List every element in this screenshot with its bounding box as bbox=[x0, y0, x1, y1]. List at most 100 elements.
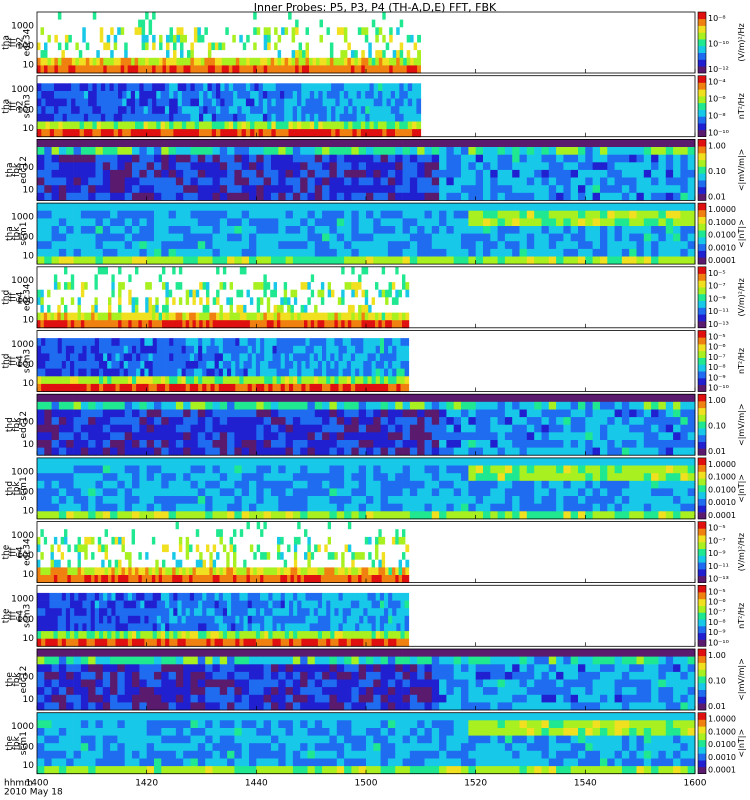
heatmap-cell bbox=[189, 274, 193, 283]
heatmap-cell bbox=[314, 256, 323, 265]
heatmap-cell bbox=[322, 154, 330, 163]
heatmap-cell bbox=[156, 345, 162, 354]
heatmap-cell bbox=[280, 274, 285, 283]
heatmap-cell bbox=[347, 320, 352, 329]
heatmap-cell bbox=[301, 368, 306, 377]
heatmap-cell bbox=[263, 65, 268, 74]
heatmap-cell bbox=[166, 27, 170, 36]
heatmap-cell bbox=[326, 129, 332, 138]
heatmap-cell bbox=[475, 203, 484, 212]
heatmap-cell bbox=[636, 256, 645, 265]
heatmap-cell bbox=[320, 304, 325, 313]
heatmap-cell bbox=[78, 345, 83, 354]
heatmap-cell bbox=[228, 19, 233, 28]
heatmap-cell bbox=[375, 312, 379, 321]
heatmap-cell bbox=[548, 233, 557, 242]
heatmap-cell bbox=[228, 27, 233, 36]
heatmap-cell bbox=[375, 57, 380, 66]
heatmap-cell bbox=[57, 266, 62, 275]
heatmap-cell bbox=[61, 42, 66, 51]
heatmap-cell bbox=[205, 256, 213, 265]
heatmap-cell bbox=[37, 91, 42, 99]
heatmap-cell bbox=[461, 147, 469, 155]
heatmap-cell bbox=[309, 106, 315, 115]
heatmap-cell bbox=[177, 376, 182, 385]
heatmap-cell bbox=[156, 91, 161, 99]
heatmap-cell bbox=[207, 42, 212, 51]
heatmap-cell bbox=[281, 27, 285, 36]
colorbar-swatch bbox=[698, 257, 706, 265]
heatmap-cell bbox=[134, 27, 139, 36]
heatmap-cell bbox=[124, 162, 133, 171]
heatmap-cell bbox=[37, 192, 45, 201]
heatmap-cell bbox=[278, 162, 286, 171]
heatmap-cell bbox=[300, 226, 308, 234]
heatmap-cell bbox=[145, 57, 149, 66]
heatmap-cell bbox=[368, 274, 372, 283]
heatmap-cell bbox=[395, 233, 403, 242]
heatmap-cell bbox=[378, 282, 383, 291]
heatmap-cell bbox=[380, 192, 389, 201]
heatmap-cell bbox=[382, 83, 387, 92]
heatmap-cell bbox=[75, 91, 81, 99]
heatmap-cell bbox=[148, 19, 153, 28]
heatmap-cell bbox=[233, 289, 237, 298]
panel-label-line: tha bbox=[5, 226, 15, 241]
heatmap-cell bbox=[73, 248, 82, 257]
heatmap-cell bbox=[54, 121, 59, 130]
heatmap-cell bbox=[41, 75, 46, 84]
heatmap-cell bbox=[651, 162, 659, 171]
heatmap-cell bbox=[90, 361, 96, 369]
heatmap-cell bbox=[73, 440, 82, 448]
heatmap-cell bbox=[57, 368, 63, 377]
heatmap-cell bbox=[607, 177, 615, 186]
heatmap-cell bbox=[74, 383, 79, 392]
heatmap-cell bbox=[636, 218, 645, 227]
heatmap-cell bbox=[336, 233, 345, 242]
heatmap-cell bbox=[220, 121, 225, 130]
heatmap-cell bbox=[97, 274, 102, 283]
heatmap-cell bbox=[218, 368, 224, 377]
heatmap-cell bbox=[368, 42, 373, 51]
heatmap-cell bbox=[348, 106, 353, 115]
heatmap-cell bbox=[124, 447, 133, 456]
heatmap-cell bbox=[146, 185, 155, 194]
heatmap-cell bbox=[323, 34, 327, 43]
heatmap-cell bbox=[375, 304, 379, 313]
heatmap-cell bbox=[270, 65, 275, 74]
heatmap-cell bbox=[292, 121, 298, 130]
heatmap-cell bbox=[468, 256, 477, 265]
heatmap-cell bbox=[180, 34, 184, 43]
heatmap-cell bbox=[165, 338, 170, 347]
heatmap-cell bbox=[219, 282, 224, 291]
heatmap-cell bbox=[47, 65, 52, 74]
heatmap-cell bbox=[314, 266, 318, 275]
heatmap-cell bbox=[139, 424, 148, 433]
heatmap-cell bbox=[37, 50, 41, 59]
heatmap-cell bbox=[50, 274, 55, 283]
heatmap-cell bbox=[86, 376, 92, 385]
heatmap-cell bbox=[322, 83, 328, 92]
heatmap-cell bbox=[475, 139, 484, 148]
heatmap-cell bbox=[271, 177, 279, 186]
heatmap-cell bbox=[274, 65, 278, 74]
heatmap-cell bbox=[97, 282, 102, 291]
heatmap-cell bbox=[183, 203, 191, 212]
heatmap-cell bbox=[378, 34, 383, 43]
heatmap-cell bbox=[235, 19, 240, 28]
heatmap-cell bbox=[548, 241, 557, 250]
heatmap-cell bbox=[329, 248, 338, 257]
heatmap-cell bbox=[382, 98, 387, 107]
heatmap-cell bbox=[53, 289, 58, 298]
heatmap-cell bbox=[227, 226, 235, 234]
heatmap-cell bbox=[314, 147, 323, 155]
heatmap-cell bbox=[468, 203, 477, 212]
colorbar-tick-label: 0.0100 bbox=[708, 231, 736, 240]
heatmap-cell bbox=[358, 320, 362, 329]
heatmap-cell bbox=[395, 75, 400, 84]
heatmap-cell bbox=[130, 129, 136, 138]
heatmap-cell bbox=[96, 83, 102, 92]
heatmap-cell bbox=[322, 98, 328, 107]
heatmap-cell bbox=[110, 192, 118, 201]
heatmap-cell bbox=[94, 266, 99, 275]
